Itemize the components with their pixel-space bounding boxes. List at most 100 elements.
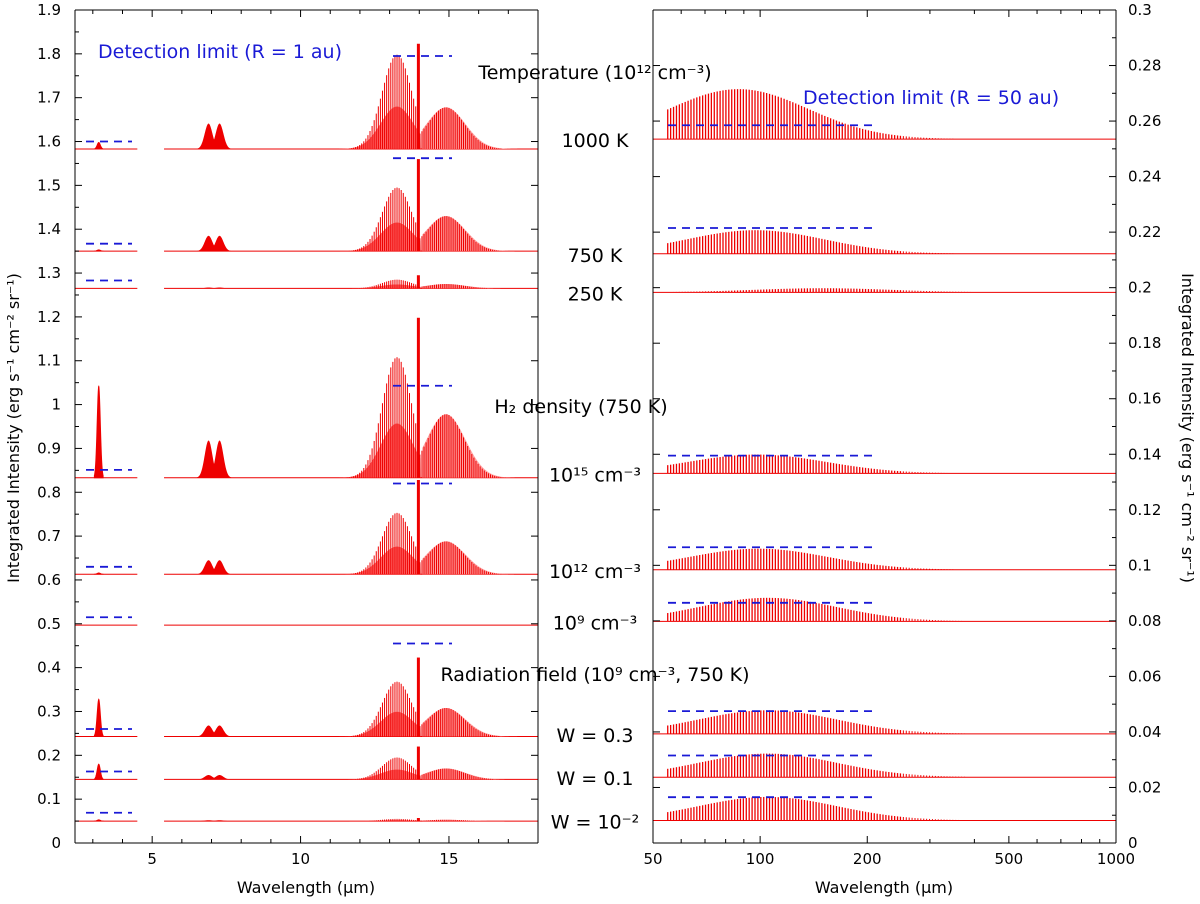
r-branch-envelope — [422, 768, 518, 780]
far-ir-comb — [667, 548, 954, 570]
left-ytick-label: 0.4 — [37, 659, 61, 677]
right-xtick-label: 100 — [746, 850, 775, 868]
traces-layer — [75, 0, 1116, 904]
right-ytick-label: 0.12 — [1128, 501, 1161, 519]
panel-gap — [538, 0, 653, 904]
left-ytick-label: 1.7 — [37, 89, 61, 107]
far-ir-comb — [667, 89, 954, 140]
line-comb — [350, 681, 500, 737]
left-xtick-label: 5 — [147, 850, 157, 868]
q-branch-spike — [416, 657, 420, 737]
left-ytick-label: 0.1 — [37, 790, 61, 808]
q-branch-spike — [416, 275, 420, 289]
series-label: W = 0.1 — [556, 768, 633, 790]
far-ir-comb — [667, 796, 965, 821]
series-4 — [75, 479, 1116, 575]
series-2 — [75, 275, 1116, 293]
r-branch-envelope — [422, 819, 518, 822]
left-ytick-label: 1.5 — [37, 176, 61, 194]
line-comb — [346, 357, 506, 478]
left-ytick-label: 0.7 — [37, 527, 61, 545]
r-branch-envelope — [422, 541, 518, 575]
left-ytick-label: 0.9 — [37, 439, 61, 457]
right-ytick-label: 0.24 — [1128, 168, 1161, 186]
right-ytick-label: 0.2 — [1128, 279, 1152, 297]
series-3 — [75, 317, 1116, 479]
far-ir-comb — [667, 710, 965, 734]
detection-limit-layer — [86, 55, 872, 814]
left-ytick-label: 0.3 — [37, 702, 61, 720]
q-branch-spike — [416, 43, 420, 149]
band-7um — [196, 560, 233, 575]
right-xtick-label: 50 — [643, 850, 662, 868]
q-branch-spike — [416, 479, 420, 575]
line-comb — [354, 757, 494, 780]
series-label: 10¹² cm⁻³ — [549, 561, 641, 583]
right-ytick-label: 0 — [1128, 834, 1138, 852]
q-branch-spike — [416, 746, 420, 780]
left-detection-label: Detection limit (R = 1 au) — [98, 41, 342, 63]
series-label: 10⁹ cm⁻³ — [553, 612, 637, 634]
band-7um — [196, 820, 233, 822]
series-0 — [75, 43, 1116, 150]
right-ylabel: Integrated Intensity (erg s⁻¹ cm⁻² sr⁻¹) — [1178, 273, 1197, 583]
line-comb — [350, 512, 502, 575]
band-3um — [93, 141, 104, 150]
band-3um — [93, 698, 104, 737]
left-ytick-label: 0.6 — [37, 571, 61, 589]
r-branch-envelope — [422, 107, 518, 149]
group-title: H₂ density (750 K) — [494, 396, 667, 418]
band-3um — [93, 763, 104, 780]
series-5 — [75, 597, 1116, 626]
left-ytick-label: 1.9 — [37, 1, 61, 19]
q-branch-spike — [416, 159, 420, 252]
left-ytick-label: 1.3 — [37, 264, 61, 282]
right-xtick-label: 1000 — [1097, 850, 1135, 868]
right-ytick-label: 0.3 — [1128, 1, 1152, 19]
right-ytick-label: 0.06 — [1128, 667, 1161, 685]
band-3um — [93, 819, 104, 822]
series-label: W = 10⁻² — [551, 812, 640, 834]
group-title: Temperature (10¹² cm⁻³) — [477, 62, 711, 84]
band-3um — [93, 385, 104, 479]
r-branch-envelope — [422, 414, 518, 478]
right-ytick-label: 0.18 — [1128, 334, 1161, 352]
series-label: W = 0.3 — [556, 725, 633, 747]
band-7um — [196, 440, 233, 478]
right-ytick-label: 0.08 — [1128, 612, 1161, 630]
left-xtick-label: 10 — [291, 850, 310, 868]
far-ir-comb — [672, 288, 971, 293]
r-branch-envelope — [422, 284, 518, 289]
series-7 — [75, 746, 1116, 780]
line-comb — [359, 279, 487, 289]
right-ytick-label: 0.16 — [1128, 390, 1161, 408]
far-ir-comb — [667, 597, 965, 622]
far-ir-comb — [667, 753, 965, 778]
r-branch-envelope — [422, 707, 518, 737]
left-ytick-label: 1.8 — [37, 45, 61, 63]
series-6 — [75, 657, 1116, 737]
q-branch-spike — [416, 317, 420, 478]
left-ytick-label: 0.5 — [37, 615, 61, 633]
right-xtick-label: 200 — [853, 850, 882, 868]
left-ytick-label: 1.2 — [37, 308, 61, 326]
left-ytick-label: 1.6 — [37, 133, 61, 151]
right-xlabel: Wavelength (μm) — [815, 878, 953, 897]
left-ytick-label: 1 — [51, 396, 61, 414]
series-8 — [75, 796, 1116, 822]
left-ytick-label: 1.4 — [37, 220, 61, 238]
axes-layer: 0 0.1 0.2 0.3 0.4 0.5 0.6 0.7 0.8 0.9 1 1.1 1.2 1.3 1.… — [37, 1, 1161, 868]
left-ytick-label: 1.1 — [37, 352, 61, 370]
band-7um — [196, 235, 233, 252]
series-label: 1000 K — [562, 130, 629, 152]
band-7um — [196, 123, 233, 149]
left-ytick-label: 0.8 — [37, 483, 61, 501]
series-label: 250 K — [568, 283, 623, 305]
right-ytick-label: 0.02 — [1128, 778, 1161, 796]
series-label: 750 K — [568, 245, 623, 267]
left-ylabel: Integrated Intensity (erg s⁻¹ cm⁻² sr⁻¹) — [4, 273, 23, 583]
left-ytick-label: 0.2 — [37, 746, 61, 764]
right-ytick-label: 0.22 — [1128, 223, 1161, 241]
r-branch-envelope — [422, 216, 518, 252]
series-label: 10¹⁵ cm⁻³ — [549, 464, 641, 486]
